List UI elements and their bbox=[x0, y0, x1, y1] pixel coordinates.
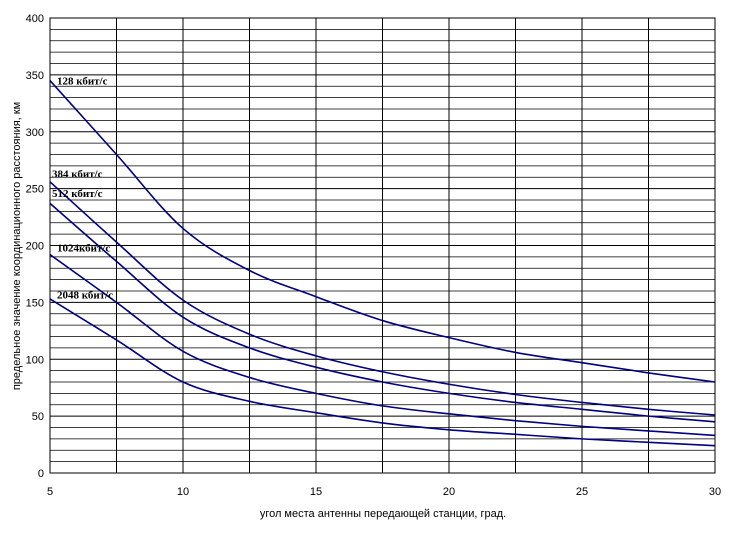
x-tick-label: 15 bbox=[310, 486, 322, 498]
y-tick-label: 150 bbox=[26, 297, 44, 309]
series-line bbox=[49, 298, 716, 447]
series-label: 512 кбит/с bbox=[52, 188, 103, 200]
x-tick-label: 20 bbox=[443, 486, 455, 498]
x-tick-labels: 5 10 15 20 25 30 bbox=[47, 486, 721, 498]
series-lines bbox=[49, 80, 716, 447]
series-label: 128 кбит/с bbox=[57, 75, 108, 87]
y-tick-label: 0 bbox=[38, 468, 44, 480]
series-line bbox=[49, 80, 716, 383]
plot-frame bbox=[49, 17, 716, 474]
y-tick-label: 100 bbox=[26, 354, 44, 366]
y-tick-label: 400 bbox=[26, 13, 44, 25]
y-tick-label: 350 bbox=[26, 70, 44, 82]
y-axis-title: предельное значение координационного рас… bbox=[11, 102, 23, 390]
y-tick-label: 200 bbox=[26, 241, 44, 253]
x-axis-title: угол места антенны передающей станции, г… bbox=[260, 508, 506, 520]
x-tick-label: 5 bbox=[47, 486, 53, 498]
series-line bbox=[49, 253, 716, 437]
series-line bbox=[49, 202, 716, 423]
x-tick-label: 30 bbox=[709, 486, 721, 498]
y-tick-label: 300 bbox=[26, 127, 44, 139]
y-tick-labels: 0 50 100 150 200 250 300 350 400 bbox=[26, 13, 44, 480]
y-tick-label: 250 bbox=[26, 184, 44, 196]
series-label: 384 кбит/с bbox=[52, 169, 103, 181]
y-tick-label: 50 bbox=[32, 411, 44, 423]
series-labels: 128 кбит/с 384 кбит/с 512 кбит/с 1024кбит/с… bbox=[52, 75, 113, 301]
x-tick-label: 25 bbox=[576, 486, 588, 498]
x-tick-label: 10 bbox=[177, 486, 189, 498]
series-label: 1024кбит/с bbox=[57, 243, 110, 255]
series-line bbox=[49, 181, 716, 416]
series-label: 2048 кбит/с bbox=[57, 289, 113, 301]
